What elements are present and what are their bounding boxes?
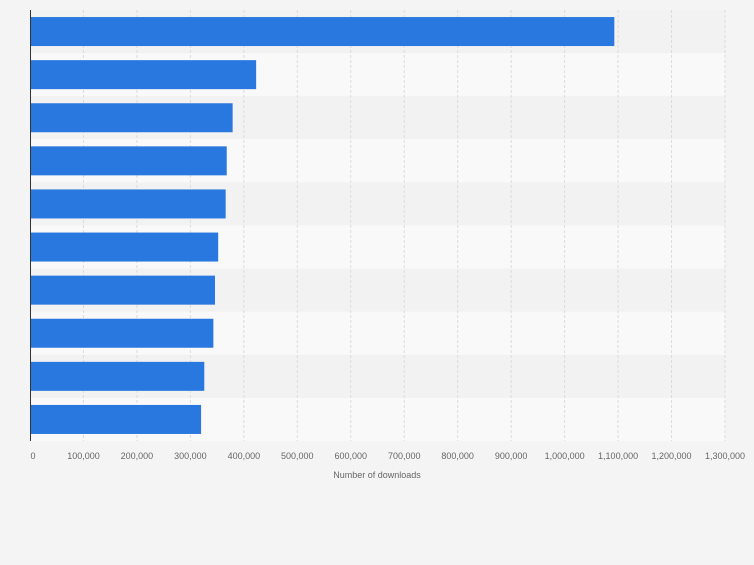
bar[interactable] [30,146,227,176]
tick-label: 300,000 [174,451,207,461]
tick-label: 900,000 [495,451,528,461]
tick-label: 600,000 [334,451,367,461]
bar[interactable] [30,404,202,434]
tick-label: 800,000 [441,451,474,461]
tick-label: 0 [30,451,35,461]
tick-label: 200,000 [121,451,154,461]
bar[interactable] [30,103,233,133]
tick-label: 1,300,000 [705,451,745,461]
tick-label: 1,000,000 [545,451,585,461]
bar[interactable] [30,275,215,305]
bar[interactable] [30,60,257,90]
tick-label: 1,100,000 [598,451,638,461]
bar[interactable] [30,189,226,219]
tick-label: 500,000 [281,451,314,461]
bar[interactable] [30,361,205,391]
bar[interactable] [30,17,615,47]
tick-label: 700,000 [388,451,421,461]
tick-label: 1,200,000 [652,451,692,461]
x-axis-label: Number of downloads [333,470,421,480]
tick-labels: 0 100,000 200,000 300,000 400,000 500,000 600,… [30,451,745,461]
tick-label: 100,000 [67,451,100,461]
bars [30,17,615,434]
tick-label: 400,000 [228,451,261,461]
bar[interactable] [30,232,219,262]
bar[interactable] [30,318,214,348]
